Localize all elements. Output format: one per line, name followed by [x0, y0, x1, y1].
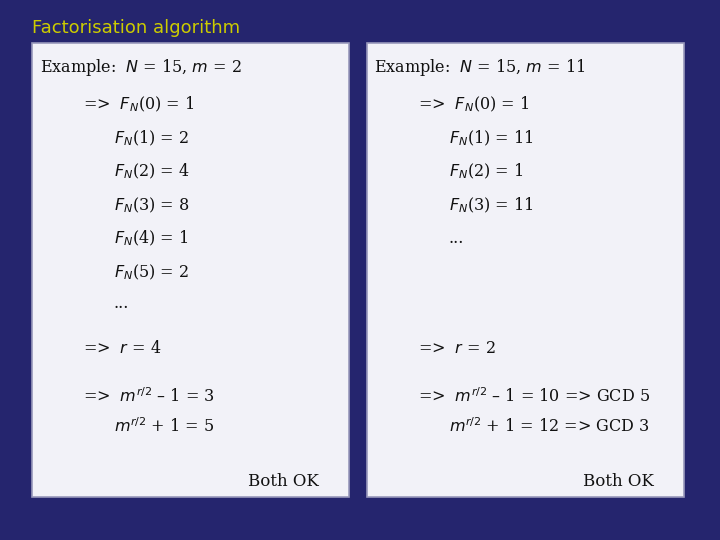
- Text: =>  $m^{r/2}$ – 1 = 3: => $m^{r/2}$ – 1 = 3: [83, 388, 215, 406]
- Text: $F_N$(4) = 1: $F_N$(4) = 1: [114, 229, 188, 248]
- Text: $F_N$(3) = 11: $F_N$(3) = 11: [449, 195, 533, 215]
- Text: Both OK: Both OK: [248, 473, 319, 490]
- Text: =>  $m^{r/2}$ – 1 = 10 => GCD 5: => $m^{r/2}$ – 1 = 10 => GCD 5: [418, 388, 649, 406]
- Text: Factorisation algorithm: Factorisation algorithm: [32, 19, 240, 37]
- Text: Example:  $N$ = 15, $m$ = 11: Example: $N$ = 15, $m$ = 11: [374, 57, 585, 78]
- Text: $F_N$(2) = 4: $F_N$(2) = 4: [114, 162, 189, 181]
- FancyBboxPatch shape: [367, 43, 684, 497]
- Text: ...: ...: [449, 230, 464, 247]
- Text: =>  $F_N$(0) = 1: => $F_N$(0) = 1: [418, 95, 529, 114]
- Text: $m^{r/2}$ + 1 = 5: $m^{r/2}$ + 1 = 5: [114, 417, 214, 436]
- Text: $F_N$(5) = 2: $F_N$(5) = 2: [114, 262, 189, 282]
- Text: Both OK: Both OK: [583, 473, 654, 490]
- Text: $F_N$(3) = 8: $F_N$(3) = 8: [114, 195, 189, 215]
- Text: =>  $F_N$(0) = 1: => $F_N$(0) = 1: [83, 95, 194, 114]
- Text: $F_N$(2) = 1: $F_N$(2) = 1: [449, 162, 523, 181]
- Text: $F_N$(1) = 11: $F_N$(1) = 11: [449, 129, 533, 148]
- Text: $F_N$(1) = 2: $F_N$(1) = 2: [114, 129, 189, 148]
- FancyBboxPatch shape: [32, 43, 349, 497]
- Text: Example:  $N$ = 15, $m$ = 2: Example: $N$ = 15, $m$ = 2: [40, 57, 241, 78]
- Text: =>  $r$ = 2: => $r$ = 2: [418, 340, 495, 357]
- Text: =>  $r$ = 4: => $r$ = 4: [83, 340, 161, 357]
- Text: ...: ...: [114, 295, 129, 312]
- Text: $m^{r/2}$ + 1 = 12 => GCD 3: $m^{r/2}$ + 1 = 12 => GCD 3: [449, 417, 649, 436]
